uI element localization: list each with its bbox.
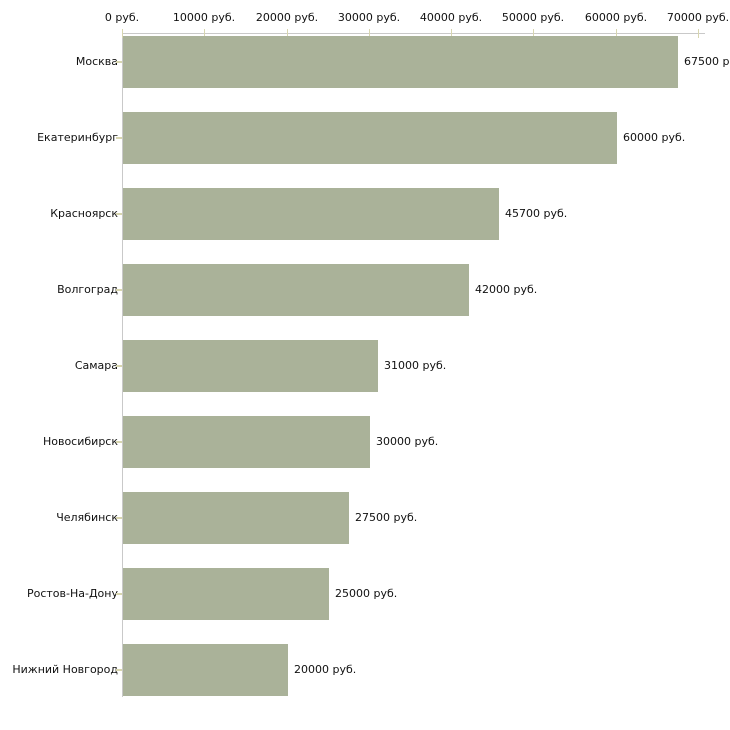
bar xyxy=(123,36,678,88)
x-tick-label: 50000 руб. xyxy=(501,11,565,24)
x-tick xyxy=(533,29,534,38)
category-label: Самара xyxy=(74,359,118,372)
x-tick-label: 60000 руб. xyxy=(584,11,648,24)
bar xyxy=(123,340,378,392)
x-tick-label: 40000 руб. xyxy=(419,11,483,24)
value-label: 30000 руб. xyxy=(376,435,439,448)
y-tick xyxy=(116,61,122,63)
category-label: Волгоград xyxy=(57,283,118,296)
value-label: 60000 руб. xyxy=(623,131,686,144)
x-tick xyxy=(122,29,123,38)
y-tick xyxy=(116,441,122,443)
y-tick xyxy=(116,517,122,519)
value-label: 42000 руб. xyxy=(475,283,538,296)
x-tick-label: 0 руб. xyxy=(104,11,140,24)
value-label: 67500 р xyxy=(684,55,730,68)
y-tick xyxy=(116,365,122,367)
category-label: Москва xyxy=(75,55,118,68)
bar xyxy=(123,644,288,696)
x-tick xyxy=(287,29,288,38)
value-label: 45700 руб. xyxy=(505,207,568,220)
bar xyxy=(123,416,370,468)
x-tick-label: 30000 руб. xyxy=(337,11,401,24)
x-tick xyxy=(204,29,205,38)
category-label: Екатеринбург xyxy=(37,131,118,144)
bar xyxy=(123,188,499,240)
y-tick xyxy=(116,593,122,595)
x-tick xyxy=(616,29,617,38)
x-tick-label: 70000 руб. xyxy=(666,11,730,24)
x-tick-label: 20000 руб. xyxy=(255,11,319,24)
value-label: 25000 руб. xyxy=(335,587,398,600)
bar xyxy=(123,112,617,164)
category-label: Новосибирск xyxy=(42,435,118,448)
category-label: Ростов-На-Дону xyxy=(26,587,118,600)
bar xyxy=(123,264,469,316)
value-label: 31000 руб. xyxy=(384,359,447,372)
y-axis-line xyxy=(122,33,123,697)
value-label: 20000 руб. xyxy=(294,663,357,676)
category-label: Челябинск xyxy=(56,511,118,524)
category-label: Нижний Новгород xyxy=(12,663,118,676)
y-tick xyxy=(116,669,122,671)
y-tick xyxy=(116,289,122,291)
bar xyxy=(123,568,329,620)
x-tick-label: 10000 руб. xyxy=(172,11,236,24)
x-tick xyxy=(369,29,370,38)
value-label: 27500 руб. xyxy=(355,511,418,524)
y-tick xyxy=(116,213,122,215)
x-tick xyxy=(451,29,452,38)
x-axis-line xyxy=(122,33,705,34)
x-tick xyxy=(698,29,699,38)
bar xyxy=(123,492,349,544)
y-tick xyxy=(116,137,122,139)
category-label: Красноярск xyxy=(50,207,118,220)
